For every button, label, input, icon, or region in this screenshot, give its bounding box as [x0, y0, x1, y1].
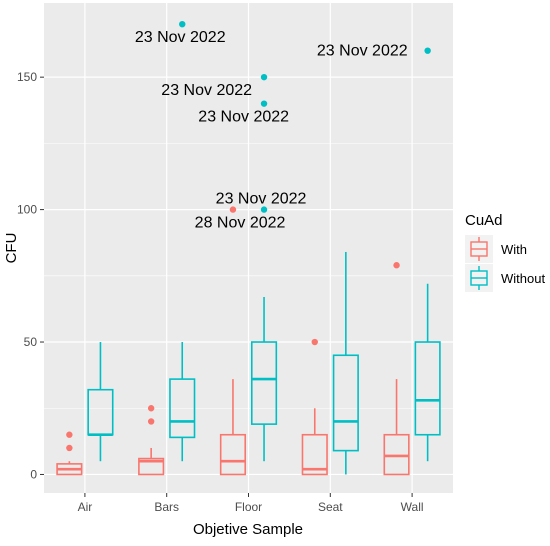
y-tick-label: 50 — [24, 335, 38, 349]
annotations: 23 Nov 2022 23 Nov 2022 23 Nov 2022 23 Nov … — [135, 29, 408, 231]
box-iqr — [169, 378, 196, 439]
box-without-air — [87, 342, 114, 462]
y-tick-label: 150 — [17, 70, 37, 84]
box-iqr — [414, 341, 441, 436]
box-iqr — [219, 433, 247, 476]
x-tick-label: Floor — [235, 500, 262, 514]
box-with-air — [56, 461, 83, 476]
box-without-seat — [332, 251, 359, 475]
x-tick-label: Wall — [401, 500, 424, 514]
legend: CuAd With Without — [465, 212, 545, 292]
annotation-label: 23 Nov 2022 — [198, 109, 289, 126]
outlier-point — [393, 262, 400, 269]
outlier-point — [424, 47, 431, 54]
y-tick-label: 100 — [17, 203, 37, 217]
box-with-floor — [219, 379, 247, 476]
annotation-label: 23 Nov 2022 — [161, 82, 252, 99]
box-iqr — [383, 433, 410, 476]
box-iqr — [138, 457, 165, 476]
annotation-label: 23 Nov 2022 — [135, 29, 226, 46]
box-without-floor — [250, 297, 278, 462]
y-axis: 0 50 100 150 — [17, 70, 44, 481]
outlier-point — [260, 100, 268, 107]
outlier-point — [147, 405, 155, 412]
legend-label: With — [501, 242, 527, 257]
boxes — [56, 251, 441, 476]
outlier-point — [260, 206, 268, 213]
box-without-wall — [414, 283, 441, 462]
outlier-point — [147, 418, 155, 425]
legend-label: Without — [501, 271, 545, 286]
outlier-point — [229, 206, 237, 213]
legend-title: CuAd — [465, 212, 503, 229]
box-with-bars — [138, 447, 165, 476]
x-tick-label: Air — [78, 500, 93, 514]
x-axis-title: Objetive Sample — [193, 521, 303, 538]
outliers — [66, 20, 431, 452]
legend-key-with — [465, 235, 493, 263]
x-axis: Air Bars Floor Seat Wall — [78, 493, 424, 514]
box-iqr — [332, 354, 359, 452]
box-with-seat — [301, 408, 328, 476]
box-without-bars — [169, 342, 196, 462]
outlier-point — [179, 20, 186, 28]
legend-key-without — [465, 264, 493, 292]
legend-items: With Without — [465, 235, 545, 292]
x-tick-label: Seat — [318, 500, 343, 514]
grid-major — [44, 3, 453, 493]
y-tick-label: 0 — [30, 467, 37, 481]
outlier-point — [66, 431, 73, 438]
outlier-point — [260, 73, 268, 81]
outlier-point — [66, 444, 73, 452]
x-tick-label: Bars — [154, 500, 179, 514]
annotation-label: 28 Nov 2022 — [195, 215, 286, 232]
outlier-point — [311, 338, 318, 346]
annotation-label: 23 Nov 2022 — [216, 191, 307, 208]
y-axis-title: CFU — [3, 233, 20, 264]
annotation-label: 23 Nov 2022 — [317, 43, 408, 60]
box-iqr — [301, 433, 328, 476]
box-with-wall — [383, 379, 410, 476]
box-iqr — [250, 341, 278, 425]
